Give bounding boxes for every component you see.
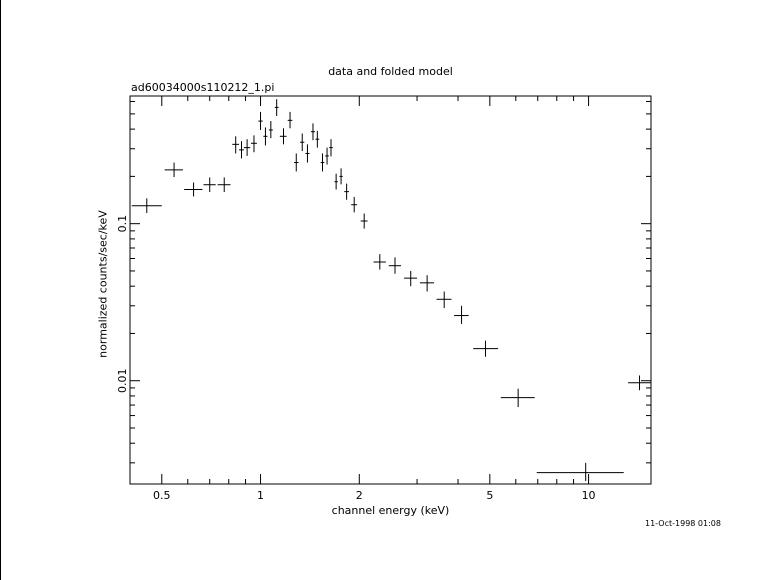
data-point xyxy=(279,128,287,145)
y-tick-label: 0.01 xyxy=(116,368,129,393)
data-point xyxy=(274,99,279,116)
page-left-border xyxy=(0,0,1,580)
x-tick-label: 10 xyxy=(582,489,596,502)
data-point xyxy=(404,270,418,287)
data-point xyxy=(232,136,240,154)
x-tick-label: 5 xyxy=(486,489,493,502)
x-tick-label: 2 xyxy=(356,489,363,502)
data-point xyxy=(320,153,325,172)
data-point xyxy=(419,275,435,292)
data-point xyxy=(436,291,452,309)
data-point xyxy=(184,182,203,197)
data-point xyxy=(536,462,624,481)
data-point xyxy=(243,139,251,156)
data-point xyxy=(628,375,651,391)
data-point xyxy=(250,135,257,153)
data-point xyxy=(334,173,338,190)
data-point xyxy=(258,111,263,130)
data-point xyxy=(454,305,469,324)
data-point xyxy=(203,177,216,193)
data-point xyxy=(263,127,268,146)
y-axis-label: normalized counts/sec/keV xyxy=(96,210,110,358)
x-axis-label: channel energy (keV) xyxy=(331,504,450,517)
data-point xyxy=(268,121,273,139)
data-point xyxy=(339,168,343,185)
data-point xyxy=(500,388,535,408)
chart-title: data and folded model xyxy=(328,65,453,78)
data-point xyxy=(373,254,386,270)
axes-frame xyxy=(129,95,652,485)
axis-ticks: 0.5 1 2 5 10 0.01 0.1 xyxy=(116,96,651,502)
data-point xyxy=(351,196,358,213)
data-point xyxy=(239,141,244,159)
data-point xyxy=(300,133,305,152)
data-point xyxy=(329,139,333,157)
data-point xyxy=(287,111,293,129)
data-point xyxy=(305,144,310,163)
data-point xyxy=(217,177,231,193)
data-point xyxy=(344,183,349,200)
chart-subtitle: ad60034000s110212_1.pi xyxy=(131,81,275,94)
y-tick-label: 0.1 xyxy=(116,215,129,233)
data-point xyxy=(164,162,183,178)
plot-timestamp: 11-Oct-1998 01:08 xyxy=(645,519,721,528)
plot-frame xyxy=(129,95,652,485)
data-points xyxy=(131,99,651,481)
data-point xyxy=(325,147,329,165)
data-point xyxy=(131,198,162,213)
data-point xyxy=(473,340,499,357)
x-tick-label: 0.5 xyxy=(153,489,171,502)
data-point xyxy=(315,130,320,148)
data-point xyxy=(388,257,401,274)
x-tick-label: 1 xyxy=(257,489,264,502)
data-point xyxy=(360,213,368,229)
data-point xyxy=(310,123,315,141)
data-point xyxy=(294,153,299,172)
